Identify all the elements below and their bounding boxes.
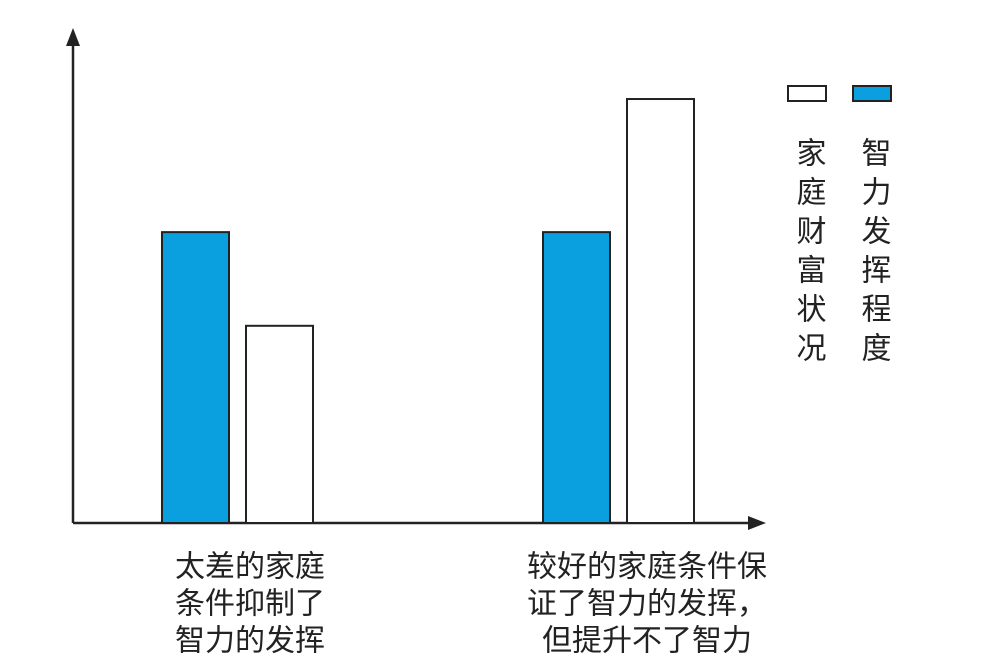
x-tick-label: 智力的发挥 xyxy=(175,624,325,659)
x-tick-label: 但提升不了智力 xyxy=(542,624,752,659)
legend-label: 家庭财富状况 xyxy=(791,137,827,371)
x-tick-label: 条件抑制了 xyxy=(175,587,325,622)
legend-swatch xyxy=(852,85,892,102)
y-axis-arrow xyxy=(66,28,80,46)
bar xyxy=(626,98,695,525)
x-tick-label: 证了智力的发挥， xyxy=(527,587,767,622)
bar xyxy=(161,231,230,524)
legend-label: 智力发挥程度 xyxy=(856,137,892,371)
x-tick-label: 太差的家庭 xyxy=(175,550,325,585)
x-tick-label: 较好的家庭条件保 xyxy=(527,550,767,585)
bar xyxy=(245,324,314,524)
bar xyxy=(542,231,611,524)
x-axis-arrow xyxy=(748,516,766,530)
legend-swatch xyxy=(787,85,827,102)
